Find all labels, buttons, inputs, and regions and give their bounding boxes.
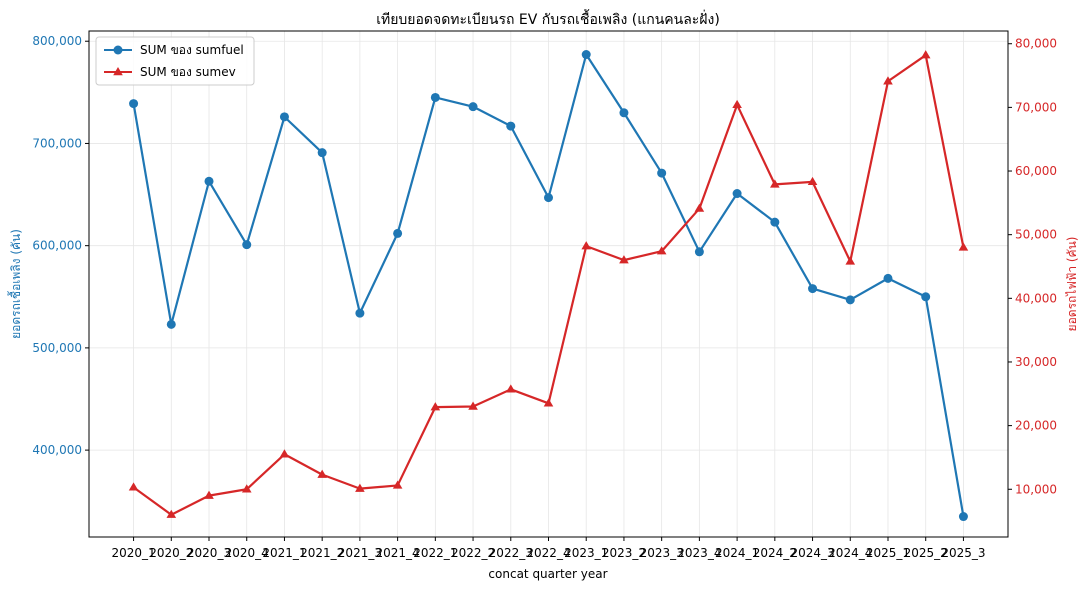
y-left-tick-label: 800,000: [32, 34, 82, 48]
point-fuel: [468, 102, 478, 112]
point-ev: [505, 384, 516, 393]
point-ev: [619, 255, 629, 264]
legend-ev-marker: [113, 67, 123, 76]
x-tick-label: 2024_4: [828, 546, 872, 560]
point-ev: [279, 449, 290, 458]
point-fuel: [279, 112, 289, 122]
point-fuel: [845, 295, 855, 305]
point-ev: [694, 203, 705, 212]
x-tick-label: 2020_4: [225, 546, 269, 560]
x-tick-label: 2025_3: [941, 546, 985, 560]
x-tick-label: 2020_3: [187, 546, 231, 560]
y-left-tick-label: 700,000: [32, 136, 82, 150]
point-ev: [581, 241, 592, 250]
point-fuel: [732, 189, 742, 199]
point-ev: [845, 256, 856, 265]
point-fuel: [393, 228, 403, 238]
y-left-tick-label: 500,000: [32, 341, 82, 355]
point-ev: [468, 401, 478, 410]
x-tick-label: 2022_4: [526, 546, 570, 560]
point-ev: [883, 76, 893, 85]
y-right-tick-label: 10,000: [1015, 482, 1057, 496]
point-fuel: [317, 148, 327, 158]
y-axis-left-title: ยอดรถเชื้อเพลิง (คัน): [7, 229, 23, 339]
point-fuel: [355, 308, 365, 318]
point-ev: [543, 398, 554, 407]
point-ev: [770, 179, 780, 188]
y-right-tick-label: 80,000: [1015, 37, 1057, 51]
x-tick-label: 2024_3: [790, 546, 834, 560]
point-fuel: [581, 50, 591, 60]
y-right-tick-label: 30,000: [1015, 355, 1057, 369]
y-right-tick-label: 50,000: [1015, 228, 1057, 242]
chart-title: เทียบยอดจดทะเบียนรถ EV กับรถเชื้อเพลิง (…: [376, 9, 720, 28]
point-ev: [920, 50, 931, 59]
point-ev: [204, 490, 214, 499]
x-tick-label: 2023_3: [640, 546, 684, 560]
point-ev: [241, 484, 252, 493]
x-tick-label: 2025_1: [866, 546, 910, 560]
series-layer: [128, 50, 969, 522]
point-fuel: [619, 108, 629, 118]
point-fuel: [770, 217, 780, 227]
x-tick-label: 2022_1: [413, 546, 457, 560]
point-ev: [430, 402, 441, 411]
x-tick-label: 2021_1: [262, 546, 306, 560]
point-fuel: [242, 240, 252, 250]
legend-ev-label: SUM ของ sumev: [140, 65, 236, 79]
point-fuel: [694, 247, 704, 257]
y-left-tick-label: 400,000: [32, 443, 82, 457]
point-fuel: [544, 193, 553, 203]
x-tick-label: 2023_1: [564, 546, 608, 560]
point-ev: [732, 99, 742, 109]
x-tick-label: 2020_2: [149, 546, 193, 560]
point-fuel: [430, 92, 440, 102]
point-fuel: [808, 284, 818, 294]
x-tick-label: 2025_2: [904, 546, 948, 560]
legend: SUM ของ sumfuel SUM ของ sumev: [95, 36, 255, 86]
x-tick-label: 2021_4: [376, 546, 420, 560]
x-tick-label: 2024_2: [753, 546, 797, 560]
legend-fuel-label: SUM ของ sumfuel: [140, 43, 244, 57]
point-ev: [656, 246, 667, 255]
point-ev: [958, 242, 969, 251]
point-fuel: [166, 319, 176, 329]
x-tick-label: 2022_2: [451, 546, 495, 560]
point-fuel: [129, 99, 139, 109]
y-right-tick-label: 20,000: [1015, 419, 1057, 433]
x-tick-label: 2021_2: [300, 546, 344, 560]
point-fuel: [204, 176, 214, 186]
grid-layer: [89, 31, 1008, 537]
y-axis-right-title: ยอดรถไฟฟ้า (คัน): [1065, 237, 1079, 332]
y-left-tick-label: 600,000: [32, 239, 82, 253]
point-ev: [355, 483, 365, 492]
x-axis-title: concat quarter year: [488, 567, 607, 581]
point-ev: [128, 482, 139, 491]
point-fuel: [958, 512, 968, 522]
x-tick-label: 2020_1: [111, 546, 155, 560]
point-ev: [807, 176, 818, 186]
x-tick-label: 2023_2: [602, 546, 646, 560]
axes-layer: 2020_12020_22020_32020_42021_12021_22021…: [32, 30, 1057, 560]
x-tick-label: 2021_3: [338, 546, 382, 560]
point-fuel: [883, 273, 893, 283]
x-tick-label: 2022_3: [489, 546, 533, 560]
point-fuel: [506, 121, 516, 131]
legend-box: [95, 36, 255, 86]
y-right-tick-label: 40,000: [1015, 291, 1057, 305]
y-right-tick-label: 70,000: [1015, 100, 1057, 114]
point-fuel: [921, 292, 931, 302]
legend-item-fuel: SUM ของ sumfuel: [104, 43, 244, 57]
point-ev: [166, 509, 177, 518]
x-tick-label: 2023_4: [677, 546, 721, 560]
point-ev: [392, 480, 403, 489]
legend-item-ev: SUM ของ sumev: [104, 65, 236, 79]
point-fuel: [657, 168, 667, 178]
y-right-tick-label: 60,000: [1015, 164, 1057, 178]
point-ev: [317, 469, 327, 478]
legend-fuel-marker: [113, 45, 123, 55]
x-tick-label: 2024_1: [715, 546, 759, 560]
